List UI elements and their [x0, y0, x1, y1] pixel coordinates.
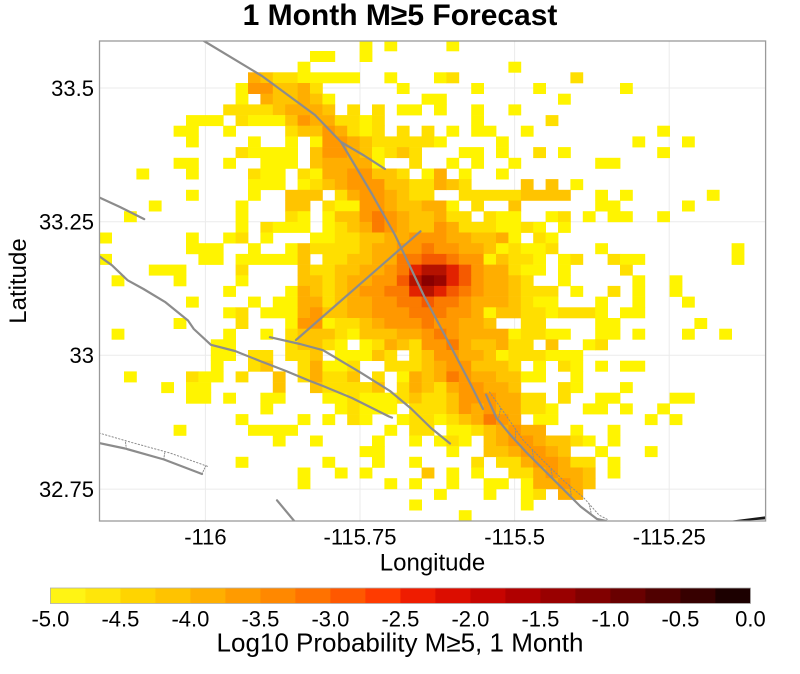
svg-text:-115.75: -115.75	[324, 525, 397, 550]
svg-text:-115.25: -115.25	[633, 525, 706, 550]
svg-text:Log10 Probability M≥5, 1 Month: Log10 Probability M≥5, 1 Month	[217, 628, 584, 658]
svg-text:1 Month M≥5 Forecast: 1 Month M≥5 Forecast	[243, 0, 558, 32]
svg-text:0.0: 0.0	[735, 607, 766, 632]
svg-text:-1.5: -1.5	[521, 607, 559, 632]
svg-text:-116: -116	[184, 525, 226, 550]
svg-text:-0.5: -0.5	[661, 607, 699, 632]
svg-text:Longitude: Longitude	[380, 550, 485, 577]
svg-text:-3.5: -3.5	[241, 607, 279, 632]
svg-text:-1.0: -1.0	[591, 607, 629, 632]
svg-text:-2.0: -2.0	[451, 607, 489, 632]
svg-text:-4.5: -4.5	[101, 607, 139, 632]
svg-text:-115.5: -115.5	[484, 525, 545, 550]
svg-text:-2.5: -2.5	[381, 607, 419, 632]
svg-text:-4.0: -4.0	[171, 607, 209, 632]
svg-text:33.25: 33.25	[39, 210, 94, 235]
svg-text:-3.0: -3.0	[311, 607, 349, 632]
svg-text:32.75: 32.75	[39, 477, 94, 502]
svg-text:33.5: 33.5	[51, 76, 94, 101]
svg-text:Latitude: Latitude	[5, 238, 32, 323]
svg-text:-5.0: -5.0	[31, 607, 69, 632]
svg-text:33: 33	[70, 343, 94, 368]
